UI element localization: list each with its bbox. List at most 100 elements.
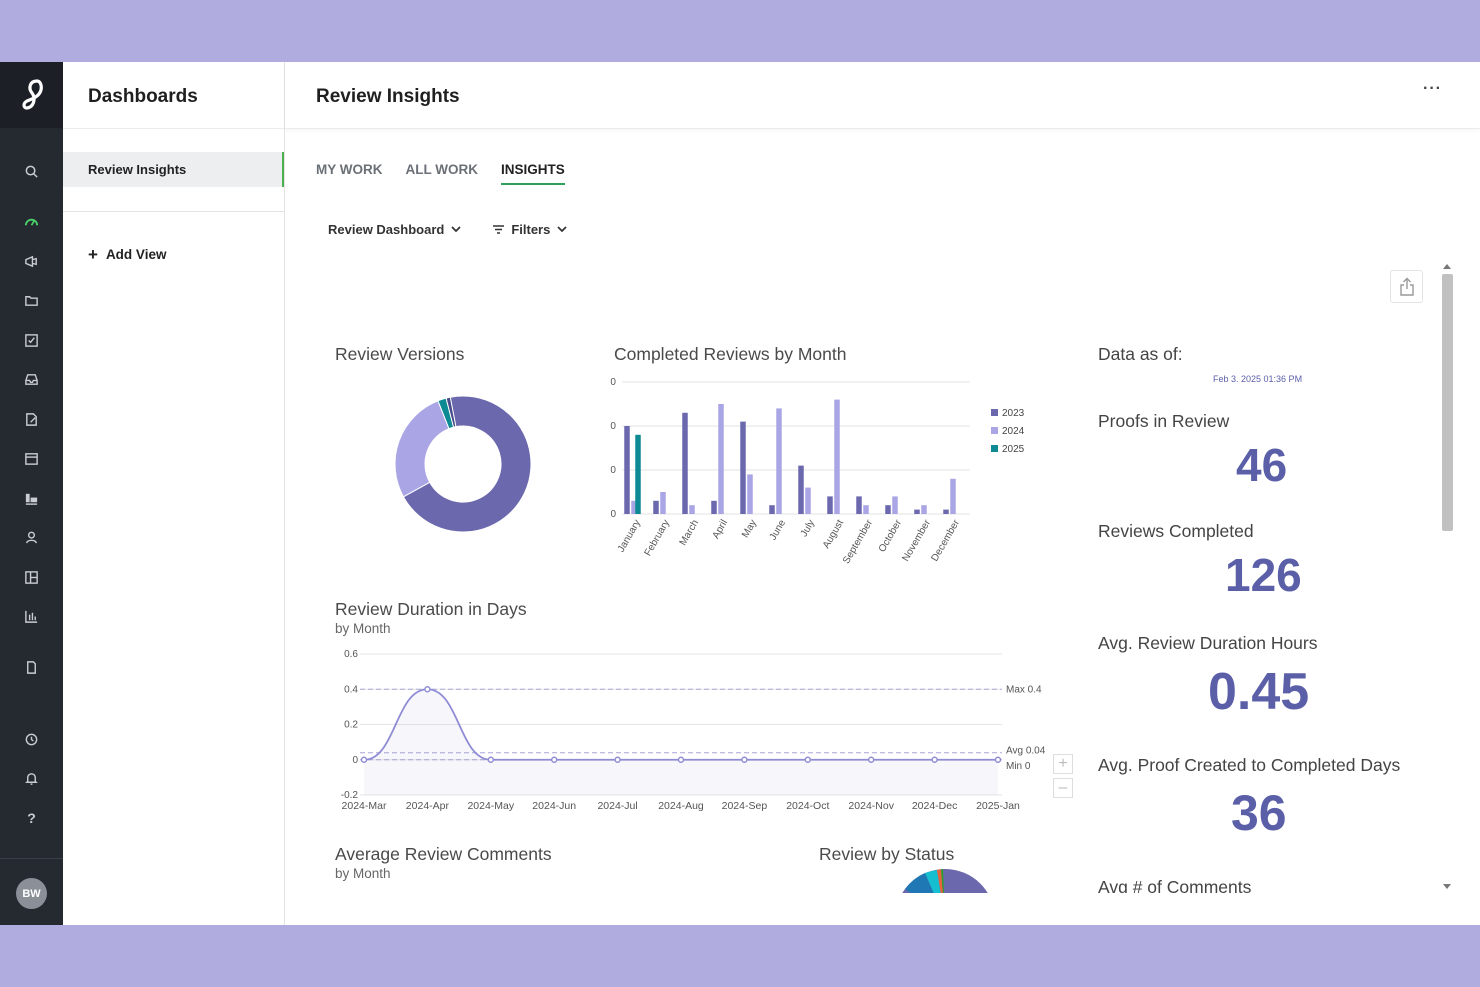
- tab-all-work[interactable]: ALL WORK: [405, 162, 479, 177]
- page-title: Review Insights: [316, 86, 460, 107]
- duration-line-chart: 0.6 0.4 0.2 0 -0.2 Max 0.4 Avg 0.04 Min 0 2024-M…: [341, 649, 1046, 812]
- duration-chart-subtitle: by Month: [335, 621, 391, 636]
- add-view-label: Add View: [105, 247, 167, 262]
- sidebar-title: Dashboards: [63, 62, 284, 129]
- line-x-tick: 2024-Mar: [342, 800, 387, 812]
- line-series: [363, 688, 998, 761]
- bar-y-tick: 10: [610, 465, 616, 476]
- scroll-down-icon[interactable]: [1443, 884, 1451, 889]
- dashboard-toolbar: Review Dashboard Filters: [328, 222, 567, 237]
- line-point: [487, 756, 495, 763]
- filters-button[interactable]: Filters: [493, 222, 567, 237]
- sidebar-item-review-insights[interactable]: Review Insights: [63, 152, 284, 187]
- search-icon[interactable]: [0, 157, 63, 185]
- clock-icon[interactable]: [0, 725, 63, 753]
- avg-review-comments-title: Average Review Comments: [335, 844, 552, 864]
- line-x-tick: 2024-Apr: [406, 800, 450, 812]
- bar-2023-december: [943, 509, 949, 514]
- avg-created-completed-value: 36: [1231, 785, 1287, 841]
- dashboard-scrollbar[interactable]: [1440, 258, 1455, 892]
- tab-my-work[interactable]: MY WORK: [316, 162, 383, 177]
- bell-icon[interactable]: [0, 764, 63, 792]
- bar-x-tick: January: [616, 518, 643, 554]
- line-point: [677, 756, 685, 763]
- bar-2023-january: [624, 426, 630, 514]
- share-icon: [1399, 277, 1414, 296]
- share-button[interactable]: [1390, 270, 1423, 303]
- bar-2023-june: [769, 505, 775, 514]
- speedometer-icon[interactable]: [0, 207, 63, 235]
- line-y-tick: 0: [352, 755, 358, 766]
- dashboard-select[interactable]: Review Dashboard: [328, 222, 461, 237]
- line-x-tick: 2024-Dec: [912, 800, 958, 812]
- avg-comments-label: Avg # of Comments: [1098, 877, 1252, 893]
- bar-x-tick: July: [799, 518, 817, 539]
- proof-icon[interactable]: [0, 405, 63, 433]
- bar-2024-april: [718, 404, 724, 514]
- zoom-out-button[interactable]: –: [1053, 778, 1073, 798]
- line-point: [931, 756, 938, 763]
- dashboard-select-label: Review Dashboard: [328, 222, 445, 237]
- bar-2023-july: [798, 465, 804, 514]
- review-by-status-pie: [902, 869, 988, 893]
- line-point: [868, 756, 875, 763]
- bar-2023-august: [827, 496, 833, 514]
- bar-2024-december: [950, 478, 956, 514]
- document-icon[interactable]: [0, 653, 63, 681]
- tab-insights[interactable]: INSIGHTS: [501, 162, 565, 185]
- megaphone-icon[interactable]: [0, 247, 63, 275]
- ref-line-label: Min 0: [1006, 761, 1031, 772]
- bar-2023-october: [885, 505, 891, 514]
- line-x-tick: 2024-Jul: [597, 800, 637, 812]
- app-window: ? BW Dashboards Review Insights + Add Vi…: [0, 62, 1480, 925]
- folder-icon[interactable]: [0, 286, 63, 314]
- avg-created-completed-label: Avg. Proof Created to Completed Days: [1098, 755, 1401, 775]
- line-point: [994, 756, 1002, 763]
- workload-icon[interactable]: [0, 484, 63, 512]
- scroll-up-icon[interactable]: [1443, 264, 1451, 269]
- bar-2023-april: [711, 500, 717, 514]
- person-icon[interactable]: [0, 523, 63, 551]
- ref-line-label: Max 0.4: [1006, 684, 1042, 695]
- line-point: [424, 686, 431, 693]
- help-icon[interactable]: ?: [27, 810, 36, 826]
- zoom-in-button[interactable]: +: [1053, 754, 1073, 774]
- checkbox-icon[interactable]: [0, 326, 63, 354]
- avg-duration-value: 0.45: [1208, 663, 1310, 721]
- bar-2024-july: [805, 487, 811, 514]
- line-y-tick: 0.2: [344, 720, 358, 731]
- bar-2024-november: [921, 505, 927, 514]
- bar-x-tick: August: [821, 518, 846, 551]
- data-as-of-label: Data as of:: [1098, 344, 1183, 364]
- reports-icon[interactable]: [0, 602, 63, 630]
- calendar-icon[interactable]: [0, 444, 63, 472]
- line-x-tick: 2025-Jan: [976, 800, 1020, 812]
- logo-icon: [21, 79, 43, 110]
- line-x-tick: 2024-Sep: [722, 800, 768, 812]
- filter-icon: [493, 225, 505, 234]
- bar-x-tick: March: [678, 518, 701, 548]
- layout-icon[interactable]: [0, 563, 63, 591]
- bar-2024-september: [863, 505, 869, 514]
- legend-swatch-2024: [991, 427, 998, 434]
- more-options-icon[interactable]: ···: [1423, 80, 1442, 97]
- status-slice-cyan: [925, 870, 941, 893]
- legend-label-2025: 2025: [1002, 444, 1025, 455]
- bar-y-tick: 0: [610, 509, 616, 520]
- dashboard-panel: Review Versions Completed Reviews by Mon…: [285, 252, 1480, 925]
- avatar[interactable]: BW: [16, 878, 47, 909]
- line-x-tick: 2024-May: [467, 800, 514, 812]
- ref-line-label: Avg 0.04: [1006, 746, 1046, 757]
- bar-y-tick: 20: [610, 421, 616, 432]
- bar-x-tick: February: [643, 518, 673, 558]
- review-by-status-title: Review by Status: [819, 844, 955, 864]
- app-logo[interactable]: [0, 62, 63, 128]
- main-content: Review Insights ··· MY WORK ALL WORK INS…: [285, 62, 1480, 925]
- scrollbar-thumb[interactable]: [1442, 274, 1453, 531]
- add-view-button[interactable]: + Add View: [88, 246, 166, 263]
- inbox-icon[interactable]: [0, 365, 63, 393]
- icon-rail: ? BW: [0, 62, 63, 925]
- avg-duration-label: Avg. Review Duration Hours: [1098, 633, 1318, 653]
- line-point: [550, 756, 558, 763]
- dashboards-sidebar: Dashboards Review Insights + Add View: [63, 62, 285, 925]
